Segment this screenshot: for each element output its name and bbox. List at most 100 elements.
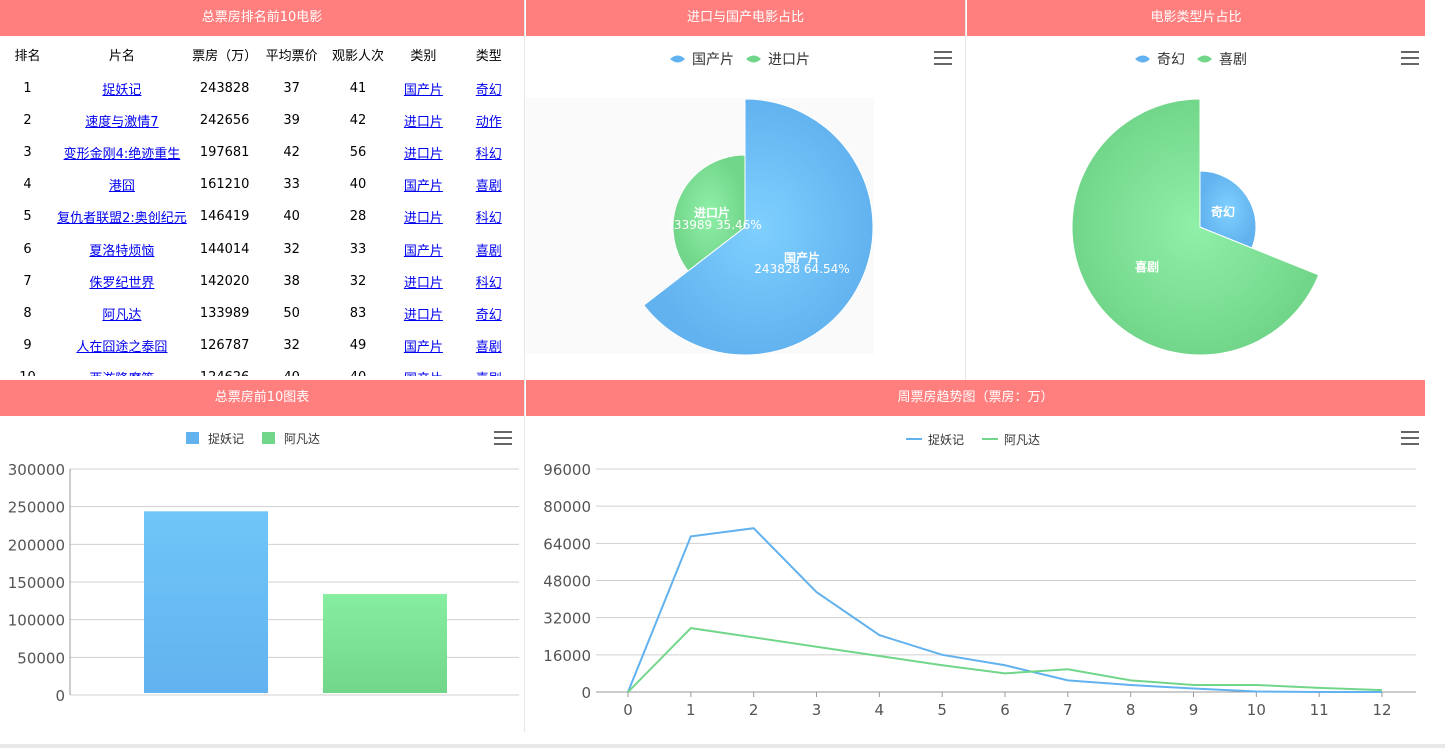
bar-ytick-label: 150000 bbox=[8, 574, 65, 592]
table-cell-name: 人在囧途之泰囧 bbox=[53, 330, 191, 362]
movie-genre-link[interactable]: 科幻 bbox=[475, 275, 502, 291]
movie-name-link[interactable]: 变形金刚4:绝迹重生 bbox=[63, 146, 181, 162]
movie-genre-link[interactable]: 喜剧 bbox=[475, 179, 502, 195]
table-cell-rank: 1 bbox=[23, 80, 32, 96]
movie-name-link[interactable]: 复仇者联盟2:奥创纪元 bbox=[57, 211, 187, 227]
table-cell-rank: 10 bbox=[2, 362, 53, 376]
line-series-avatar bbox=[627, 627, 1383, 693]
line-xtick-label: 4 bbox=[875, 701, 885, 719]
table-cell-genre: 喜剧 bbox=[456, 362, 522, 376]
table-cell-viewers: 40 bbox=[349, 177, 367, 193]
pie1-legend-label: 国产片 bbox=[692, 52, 734, 68]
pie1-menu-icon[interactable] bbox=[934, 51, 952, 65]
movie-name-link[interactable]: 港囧 bbox=[108, 179, 135, 195]
table-cell-box: 197681 bbox=[199, 144, 250, 160]
movie-name-link[interactable]: 捉妖记 bbox=[102, 82, 142, 98]
movie-category-link[interactable]: 国产片 bbox=[404, 372, 443, 376]
table-header-cell: 类型 bbox=[475, 48, 502, 64]
movie-name-link[interactable]: 速度与激情7 bbox=[85, 114, 159, 130]
bar-ytick-label: 100000 bbox=[8, 612, 65, 630]
movie-genre-link[interactable]: 科幻 bbox=[475, 211, 502, 227]
line-xtick-label: 3 bbox=[812, 701, 822, 719]
movie-category-link[interactable]: 国产片 bbox=[403, 179, 443, 195]
movie-category-link[interactable]: 进口片 bbox=[403, 114, 443, 130]
movie-name-link[interactable]: 阿凡达 bbox=[102, 307, 142, 323]
table-cell-genre: 喜剧 bbox=[456, 330, 522, 362]
table-header-cell: 平均票价 bbox=[265, 48, 318, 64]
table-header-cell: 观影人次 bbox=[332, 48, 385, 64]
table-header-cell: 片名 bbox=[108, 48, 135, 64]
table-cell-category: 国产片 bbox=[391, 233, 455, 265]
movie-category-link[interactable]: 国产片 bbox=[403, 340, 443, 356]
table-body: 1 捉妖记 243828 37 41 国产片 奇幻 2 速度与激情7 242656 39 42 进口片动… bbox=[2, 72, 522, 376]
movie-name-link[interactable]: 人在囧途之泰囧 bbox=[76, 340, 168, 356]
table-cell-rank: 9 bbox=[23, 338, 32, 354]
movie-category-link[interactable]: 进口片 bbox=[403, 307, 443, 323]
bar-zhuoyaoji bbox=[144, 511, 268, 693]
table-cell-box: 144014 bbox=[199, 241, 250, 257]
table-cell-viewers: 28 bbox=[349, 209, 367, 225]
movie-genre-link[interactable]: 喜剧 bbox=[475, 243, 502, 259]
line-ytick-label: 16000 bbox=[543, 647, 591, 665]
pie1-legend-swatch bbox=[746, 55, 761, 63]
line-menu-icon[interactable] bbox=[1401, 431, 1419, 445]
line-xtick-label: 0 bbox=[623, 701, 633, 719]
movie-genre-link[interactable]: 动作 bbox=[475, 114, 502, 130]
movie-name-link[interactable]: 西游降魔篇 bbox=[89, 372, 154, 376]
movie-category-link[interactable]: 国产片 bbox=[403, 243, 443, 259]
movie-category-link[interactable]: 进口片 bbox=[403, 275, 443, 291]
table-cell-box: 243828 bbox=[199, 80, 250, 96]
movie-genre-link[interactable]: 喜剧 bbox=[476, 372, 502, 376]
bar-menu-icon[interactable] bbox=[494, 431, 512, 445]
pie1-title: 进口与国产电影占比 bbox=[526, 0, 965, 36]
bar-ytick-label: 50000 bbox=[17, 649, 65, 667]
table-cell-price: 38 bbox=[283, 273, 300, 289]
line-xtick-label: 1 bbox=[686, 701, 696, 719]
table-cell-price: 40 bbox=[258, 362, 324, 376]
bar-ytick-label: 300000 bbox=[8, 461, 65, 479]
table-cell-box: 126787 bbox=[199, 338, 250, 354]
movie-category-link[interactable]: 国产片 bbox=[403, 82, 443, 98]
table-cell-name: 变形金刚4:绝迹重生 bbox=[53, 136, 191, 168]
table-cell-category: 国产片 bbox=[391, 330, 455, 362]
pie2-legend-swatch bbox=[1197, 55, 1212, 63]
line-xtick-label: 7 bbox=[1063, 701, 1073, 719]
movie-name-link[interactable]: 夏洛特烦恼 bbox=[89, 243, 155, 259]
table-cell-genre: 奇幻 bbox=[456, 72, 522, 104]
movie-category-link[interactable]: 进口片 bbox=[403, 146, 443, 162]
bar-ytick-label: 200000 bbox=[8, 536, 65, 554]
table-cell-viewers: 42 bbox=[349, 112, 367, 128]
pie1-slice-value-label: 133989 35.46% bbox=[666, 218, 761, 232]
table-row: 7 侏罗纪世界 142020 38 32 进口片 科幻 bbox=[2, 265, 522, 297]
movie-genre-link[interactable]: 喜剧 bbox=[475, 340, 502, 356]
table-cell-price: 39 bbox=[283, 112, 300, 128]
table-cell-box: 124626 bbox=[191, 362, 258, 376]
line-xtick-label: 10 bbox=[1247, 701, 1266, 719]
origin-pie-panel: 进口与国产电影占比 国产片 进口片 国产片 243828 64.54% 进口片 13398… bbox=[526, 0, 965, 376]
table-header-cell: 票房（万） bbox=[192, 48, 258, 64]
movie-category-link[interactable]: 进口片 bbox=[403, 211, 443, 227]
bottom-scrollbar[interactable] bbox=[0, 744, 1445, 748]
pie1-slice-label: 国产片 bbox=[784, 250, 820, 265]
table-cell-viewers: 49 bbox=[349, 338, 367, 354]
movie-genre-link[interactable]: 科幻 bbox=[475, 146, 502, 162]
top10-table: 排名 片名 票房（万） 平均票价 观影人次 类别 类型 1 捉妖记 243828 37 41 国产片奇… bbox=[2, 36, 522, 377]
pie2-slice-label: 喜剧 bbox=[1135, 259, 1159, 274]
table-cell-category: 进口片 bbox=[391, 201, 455, 233]
table-cell-rank: 7 bbox=[23, 273, 32, 289]
table-cell-genre: 动作 bbox=[456, 104, 522, 136]
pie2-menu-icon[interactable] bbox=[1401, 51, 1419, 65]
table-cell-genre: 科幻 bbox=[456, 201, 522, 233]
pie2-slice-label: 奇幻 bbox=[1211, 204, 1235, 219]
table-cell-box: 161210 bbox=[199, 177, 250, 193]
table-cell-box: 146419 bbox=[199, 209, 250, 225]
table-cell-name: 侏罗纪世界 bbox=[53, 265, 191, 297]
movie-name-link[interactable]: 侏罗纪世界 bbox=[89, 275, 155, 291]
movie-genre-link[interactable]: 奇幻 bbox=[475, 82, 502, 98]
line-ytick-label: 64000 bbox=[543, 535, 591, 553]
movie-genre-link[interactable]: 奇幻 bbox=[475, 307, 502, 323]
table-cell-name: 夏洛特烦恼 bbox=[53, 233, 191, 265]
table-row: 4 港囧 161210 33 40 国产片 喜剧 bbox=[2, 169, 522, 201]
